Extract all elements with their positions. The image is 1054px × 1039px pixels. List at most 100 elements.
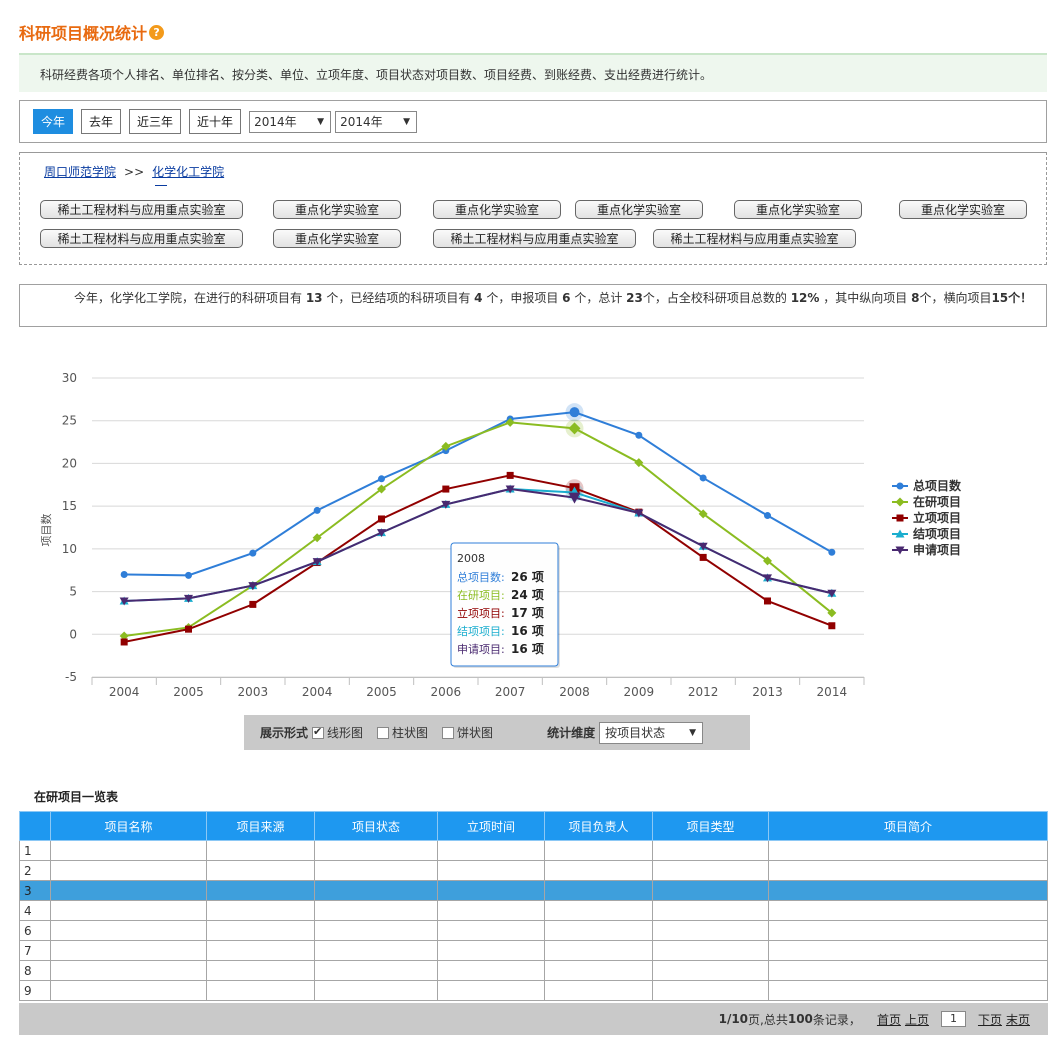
data-point <box>377 529 386 538</box>
table-cell <box>652 920 769 941</box>
tooltip-row-value: 16 项 <box>511 642 544 656</box>
table-row[interactable]: 8 <box>19 960 1048 981</box>
legend-marker <box>895 529 905 538</box>
last-ten-years-button[interactable]: 近十年 <box>189 109 242 134</box>
next-page-link[interactable]: 下页 <box>977 1012 1002 1027</box>
row-index-cell: 3 <box>19 880 51 901</box>
column-header-type[interactable]: 项目类型 <box>652 811 769 841</box>
tooltip-box <box>450 542 559 667</box>
data-point <box>119 631 129 641</box>
lab-button[interactable]: 重点化学实验室 <box>734 200 862 219</box>
chart-type-pie-option[interactable]: 饼状图 <box>442 724 493 741</box>
table-row[interactable]: 6 <box>19 920 1048 941</box>
column-header-status[interactable]: 项目状态 <box>314 811 438 841</box>
table-cell <box>206 960 315 981</box>
lab-button[interactable]: 重点化学实验室 <box>273 200 401 219</box>
lab-button[interactable]: 稀土工程材料与应用重点实验室 <box>433 229 636 248</box>
table-row[interactable]: 3 <box>19 880 1048 901</box>
data-point <box>634 458 644 468</box>
help-icon[interactable]: ? <box>149 24 165 40</box>
lab-button[interactable]: 重点化学实验室 <box>273 229 401 248</box>
table-cell <box>50 960 207 981</box>
x-tick-label: 2008 <box>559 685 590 699</box>
column-header-date[interactable]: 立项时间 <box>437 811 545 841</box>
data-point <box>441 500 451 509</box>
dimension-select[interactable]: 按项目状态 ▼ <box>599 721 704 744</box>
checkbox-checked-icon[interactable] <box>312 725 325 739</box>
table-cell <box>544 860 653 881</box>
table-cell <box>437 860 545 881</box>
last-page-link[interactable]: 末页 <box>1005 1012 1030 1027</box>
x-tick-label: 2014 <box>817 685 848 699</box>
legend-label[interactable]: 总项目数 <box>913 478 962 493</box>
data-point <box>763 574 772 583</box>
time-filter-bar: 今年 去年 近三年 近十年 2014年 ▼ 2014年 ▼ <box>19 100 1047 143</box>
series-line <box>124 421 833 637</box>
first-page-link[interactable]: 首页 <box>876 1012 901 1027</box>
table-row[interactable]: 9 <box>19 980 1048 1001</box>
column-header-name[interactable]: 项目名称 <box>50 811 207 841</box>
series-line <box>124 488 833 602</box>
lab-button[interactable]: 稀土工程材料与应用重点实验室 <box>40 229 243 248</box>
column-header-intro[interactable]: 项目简介 <box>768 811 1048 841</box>
tooltip-row-label: 申请项目: <box>457 643 505 656</box>
breadcrumb-current-link[interactable]: 化学化工学院 <box>152 165 225 179</box>
data-point <box>184 594 193 603</box>
table-cell <box>652 880 769 901</box>
line-chart: 30 25 20 15 10 5 0 -5 2004 2005 2003 2004 2005 2006 20… <box>40 371 962 699</box>
dropdown-arrow-icon: ▼ <box>689 727 697 738</box>
legend-label[interactable]: 在研项目 <box>913 494 961 509</box>
breadcrumb-root-link[interactable]: 周口师范学院 <box>44 165 117 179</box>
series-line <box>123 474 833 643</box>
data-point <box>313 506 321 514</box>
legend-label[interactable]: 立项项目 <box>913 510 961 525</box>
data-point <box>828 548 836 556</box>
table-cell <box>768 960 1048 981</box>
column-header-leader[interactable]: 项目负责人 <box>544 811 653 841</box>
data-point <box>378 475 385 483</box>
table-row[interactable]: 7 <box>19 940 1048 961</box>
tooltip-row-label: 在研项目: <box>457 589 505 602</box>
table-row[interactable]: 4 <box>19 900 1048 921</box>
last-year-button[interactable]: 去年 <box>81 109 122 134</box>
checkbox-icon[interactable] <box>442 726 455 739</box>
data-point <box>506 471 514 479</box>
legend-label[interactable]: 结项项目 <box>913 526 961 541</box>
table-row[interactable]: 1 <box>19 840 1048 861</box>
table-cell <box>314 880 438 901</box>
y-tick-label: 0 <box>69 627 77 641</box>
chart-controls: 展示形式 线形图 柱状图 饼状图 统计维度 按项目状态▼ <box>244 715 750 750</box>
table-cell <box>314 900 438 921</box>
prev-page-link[interactable]: 上页 <box>904 1012 929 1027</box>
table-cell <box>314 920 438 941</box>
row-index-cell: 2 <box>19 860 51 881</box>
lab-button[interactable]: 稀土工程材料与应用重点实验室 <box>653 229 856 248</box>
checkbox-icon[interactable] <box>377 726 390 739</box>
lab-button[interactable]: 重点化学实验室 <box>575 200 703 219</box>
page-number-input[interactable]: 1 <box>940 1011 966 1027</box>
tooltip-row-label: 立项项目: <box>457 606 505 620</box>
x-tick-label: 2006 <box>431 685 462 699</box>
year-from-select[interactable]: 2014年 ▼ <box>249 110 332 133</box>
lab-button[interactable]: 重点化学实验室 <box>433 200 561 219</box>
lab-button[interactable]: 重点化学实验室 <box>899 200 1027 219</box>
chart-type-line-option[interactable]: 线形图 <box>312 724 363 741</box>
data-point <box>698 542 708 551</box>
chart-type-bar-option[interactable]: 柱状图 <box>377 724 428 741</box>
table-row[interactable]: 2 <box>19 860 1048 881</box>
data-point <box>764 597 771 605</box>
tooltip-title: 2008 <box>457 552 485 565</box>
this-year-button[interactable]: 今年 <box>33 109 74 134</box>
table-cell <box>437 880 545 901</box>
pagination: 1/10 页,总共 100 条记录， 首页 上页 1 下页 末页 <box>19 1003 1048 1035</box>
year-to-select[interactable]: 2014年 ▼ <box>335 110 418 133</box>
last-three-years-button[interactable]: 近三年 <box>129 109 182 134</box>
x-tick-label: 2009 <box>624 685 655 699</box>
column-header-source[interactable]: 项目来源 <box>206 811 315 841</box>
lab-button[interactable]: 稀土工程材料与应用重点实验室 <box>40 200 243 219</box>
x-tick-label: 2004 <box>302 685 333 699</box>
row-index-cell: 4 <box>19 900 51 921</box>
tooltip-row-value: 17 项 <box>511 606 544 620</box>
data-point <box>827 589 837 598</box>
legend-label[interactable]: 申请项目 <box>913 542 961 557</box>
